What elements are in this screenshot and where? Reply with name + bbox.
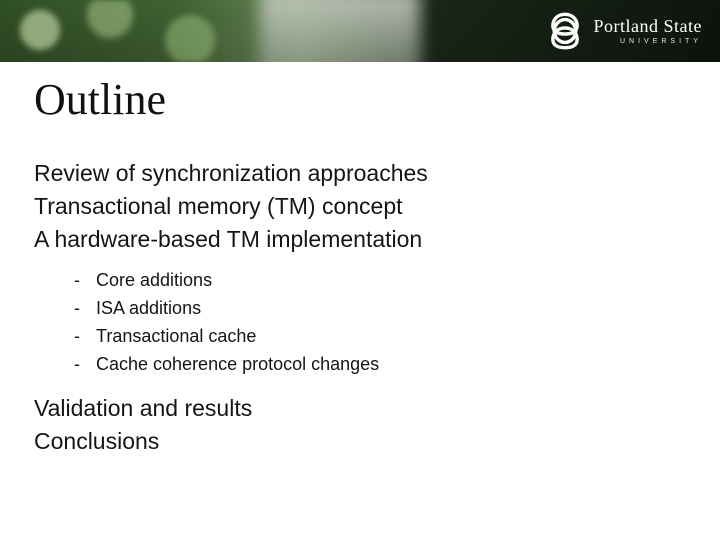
outline-item: Conclusions (34, 426, 674, 457)
outline-subitem-label: Core additions (96, 267, 212, 295)
logo-text: Portland State UNIVERSITY (594, 17, 703, 45)
outline-subitem-label: Transactional cache (96, 323, 256, 351)
bullet-dash: - (74, 323, 96, 351)
slide: Portland State UNIVERSITY Outline Review… (0, 0, 720, 540)
outline-subitem: - ISA additions (74, 295, 674, 323)
outline-item: A hardware-based TM implementation (34, 224, 674, 255)
outline-subitem: - Cache coherence protocol changes (74, 351, 674, 379)
outline-sublist: - Core additions - ISA additions - Trans… (74, 267, 674, 379)
interlace-icon (546, 12, 584, 50)
bullet-dash: - (74, 351, 96, 379)
banner: Portland State UNIVERSITY (0, 0, 720, 62)
outline-item: Review of synchronization approaches (34, 158, 674, 189)
bullet-dash: - (74, 267, 96, 295)
outline-item: Validation and results (34, 393, 674, 424)
outline-item: Transactional memory (TM) concept (34, 191, 674, 222)
outline-subitem: - Transactional cache (74, 323, 674, 351)
outline-subitem-label: ISA additions (96, 295, 201, 323)
outline-subitem-label: Cache coherence protocol changes (96, 351, 379, 379)
page-title: Outline (34, 74, 166, 125)
logo-sub: UNIVERSITY (594, 38, 703, 45)
outline-body: Review of synchronization approaches Tra… (34, 158, 674, 459)
university-logo: Portland State UNIVERSITY (546, 8, 703, 54)
bullet-dash: - (74, 295, 96, 323)
outline-subitem: - Core additions (74, 267, 674, 295)
logo-name: Portland State (594, 17, 703, 35)
